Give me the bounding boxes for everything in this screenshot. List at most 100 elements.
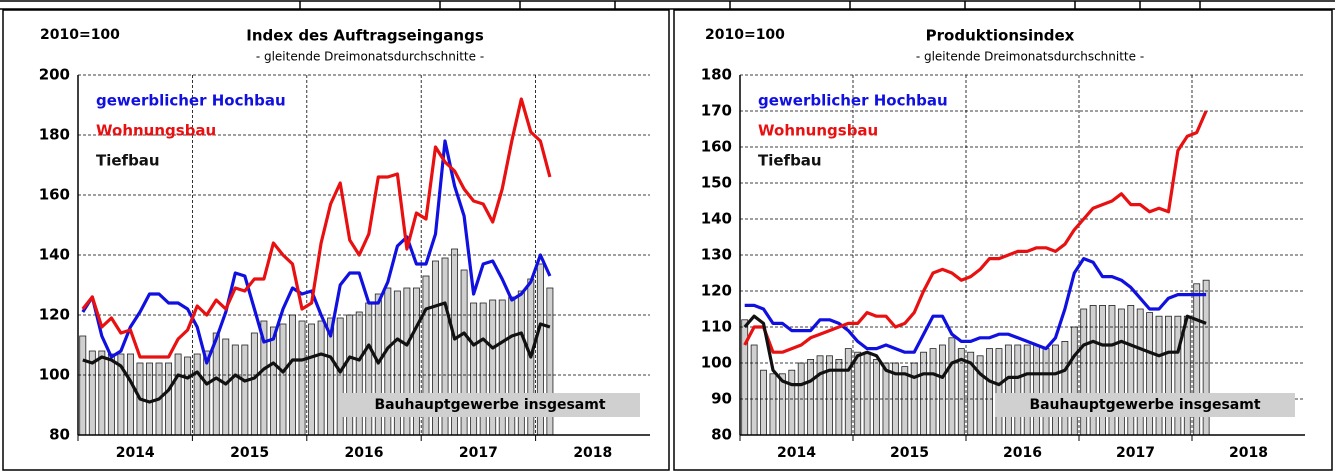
bar	[1061, 340, 1069, 436]
y-tick-label: 80	[711, 426, 732, 444]
line-series	[743, 110, 1208, 354]
x-tick-label: 2016	[345, 445, 384, 461]
bar	[976, 355, 984, 436]
bar	[241, 344, 249, 436]
bar	[222, 338, 230, 436]
bar	[788, 369, 796, 436]
legend-entry: Tiefbau	[758, 152, 822, 170]
x-tick-label: 2014	[777, 445, 816, 461]
y-tick-label: 90	[711, 390, 732, 408]
bar	[79, 335, 87, 436]
x-tick-label: 2017	[1116, 445, 1155, 461]
chart-subtitle: - gleitende Dreimonatsdurchschnitte -	[256, 50, 484, 64]
bar	[854, 351, 862, 436]
bar	[336, 317, 344, 436]
x-tick-label: 2018	[1229, 445, 1268, 461]
bar	[750, 344, 758, 436]
index-base: 2010=100	[705, 27, 785, 43]
legend-entry: Wohnungsbau	[96, 122, 216, 140]
bar	[1033, 344, 1041, 436]
y-tick-label: 120	[39, 306, 70, 324]
line-series	[743, 314, 1207, 387]
bar	[986, 348, 993, 436]
bar	[929, 348, 937, 436]
y-tick-label: 160	[39, 186, 70, 204]
bar	[193, 353, 201, 436]
bar	[1183, 315, 1191, 436]
y-tick-label: 180	[701, 66, 732, 84]
index-base: 2010=100	[40, 27, 120, 43]
bar	[231, 344, 239, 436]
legend-entry: Wohnungsbau	[758, 122, 878, 140]
bar	[807, 358, 815, 436]
x-tick-label: 2014	[116, 445, 155, 461]
legend-entry: gewerblicher Hochbau	[758, 92, 948, 110]
panel-frame	[2, 9, 670, 471]
bar	[920, 351, 928, 436]
line-series	[81, 139, 552, 365]
bar	[184, 356, 192, 436]
bar	[741, 319, 749, 436]
chart-subtitle: - gleitende Dreimonatsdurchschnitte -	[916, 50, 1144, 64]
legend-entry: gewerblicher Hochbau	[96, 92, 286, 110]
x-tick-label: 2017	[459, 445, 498, 461]
y-tick-label: 100	[701, 354, 732, 372]
bar	[174, 353, 182, 436]
legend-entry: Tiefbau	[96, 152, 160, 170]
bar	[126, 353, 134, 436]
y-tick-label: 140	[701, 210, 732, 228]
y-tick-label: 160	[701, 138, 732, 156]
bar	[1042, 348, 1050, 436]
bar	[165, 362, 173, 436]
bar	[1174, 315, 1182, 436]
bar	[816, 355, 824, 436]
bar	[1014, 344, 1022, 436]
bar	[1155, 315, 1163, 436]
y-tick-label: 200	[39, 66, 70, 84]
bar	[948, 337, 956, 436]
x-tick-label: 2015	[890, 445, 929, 461]
y-tick-label: 100	[39, 366, 70, 384]
bar	[298, 320, 306, 436]
bar	[939, 344, 946, 436]
y-tick-label: 180	[39, 126, 70, 144]
bar	[1052, 344, 1059, 436]
bar	[901, 366, 909, 436]
y-tick-label: 130	[701, 246, 732, 264]
bar	[995, 348, 1003, 436]
bar	[269, 326, 277, 436]
legend-box	[995, 393, 1295, 417]
panel-frame	[673, 9, 1333, 471]
y-tick-label: 110	[701, 318, 732, 336]
bar	[1004, 344, 1012, 436]
bar	[1165, 315, 1172, 436]
bar	[760, 369, 767, 436]
legend-box	[340, 393, 640, 417]
bar	[1023, 344, 1031, 436]
bar	[279, 323, 287, 436]
bar	[308, 323, 316, 436]
bar	[317, 320, 325, 436]
bar	[769, 373, 777, 436]
bar	[863, 351, 871, 436]
bar	[826, 355, 833, 436]
y-tick-label: 150	[701, 174, 732, 192]
legend-entry: Bauhauptgewerbe insgesamt	[1029, 397, 1260, 413]
bar	[873, 358, 880, 436]
x-tick-label: 2015	[230, 445, 269, 461]
x-tick-label: 2018	[573, 445, 612, 461]
y-tick-label: 80	[49, 426, 70, 444]
bar	[1070, 326, 1078, 436]
y-tick-label: 120	[701, 282, 732, 300]
chart-title: Produktionsindex	[926, 27, 1075, 45]
bar	[844, 348, 852, 436]
table-strip	[0, 0, 1335, 10]
chart-title: Index des Auftragseingangs	[246, 27, 484, 45]
bar	[250, 332, 258, 436]
x-tick-label: 2016	[1003, 445, 1042, 461]
bar	[146, 362, 153, 436]
y-tick-label: 170	[701, 102, 732, 120]
bar	[107, 353, 115, 436]
line-series	[82, 301, 551, 404]
